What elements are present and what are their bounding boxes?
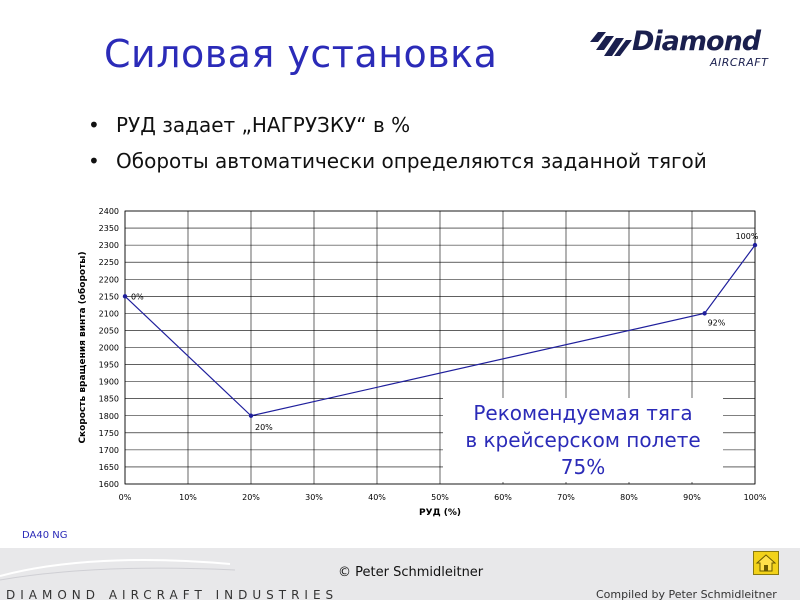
y-tick-label: 2400 — [99, 207, 119, 216]
bullet-list: • РУД задает „НАГРУЗКУ“ в % • Обороты ав… — [88, 112, 708, 184]
data-label: 100% — [736, 232, 759, 241]
bullet-text: РУД задает „НАГРУЗКУ“ в % — [116, 113, 411, 137]
y-axis-label: Скорость вращения винта (обороты) — [77, 251, 88, 443]
callout-line: 75% — [560, 455, 606, 479]
logo-wordmark: Diamond — [632, 26, 761, 57]
y-tick-label: 2150 — [99, 292, 119, 301]
copyright-text: © Peter Schmidleitner — [338, 565, 484, 580]
y-tick-label: 2300 — [99, 241, 119, 250]
y-tick-label: 2350 — [99, 224, 119, 233]
rpm-line-chart: 1600 1650 1700 1750 1800 1850 1900 1950 2000 2050… — [77, 207, 767, 518]
compiled-by-text: Compiled by Peter Schmidleitner — [596, 588, 777, 601]
bullet-item: • Обороты автоматически определяются зад… — [88, 148, 708, 174]
callout-line: в крейсерском полете — [465, 428, 701, 452]
y-tick-label: 1950 — [99, 361, 119, 370]
bullet-item: • РУД задает „НАГРУЗКУ“ в % — [88, 112, 708, 138]
home-button[interactable] — [753, 551, 779, 575]
x-tick-label: 90% — [683, 493, 701, 502]
y-tick-label: 2050 — [99, 326, 119, 335]
y-tick-label: 1600 — [99, 480, 119, 489]
x-tick-label: 80% — [620, 493, 638, 502]
y-tick-label: 1900 — [99, 378, 119, 387]
x-axis-label: РУД (%) — [419, 508, 461, 518]
y-tick-label: 1800 — [99, 412, 119, 421]
x-tick-label: 50% — [431, 493, 449, 502]
bullet-dot-icon: • — [88, 149, 100, 173]
aircraft-model-label: DA40 NG — [22, 530, 68, 541]
callout-line: Рекомендуемая тяга — [473, 401, 693, 425]
page-title: Силовая установка — [104, 32, 498, 76]
data-point — [702, 311, 707, 316]
x-tick-label: 70% — [557, 493, 575, 502]
x-tick-label: 40% — [368, 493, 386, 502]
y-tick-label: 2200 — [99, 275, 119, 284]
y-tick-label: 2250 — [99, 258, 119, 267]
home-icon — [755, 554, 777, 572]
logo-subtext: AIRCRAFT — [710, 56, 769, 69]
y-tick-label: 1650 — [99, 463, 119, 472]
y-tick-label: 1750 — [99, 429, 119, 438]
data-point — [248, 413, 254, 418]
footer-bar — [0, 548, 800, 600]
x-tick-label: 100% — [744, 493, 767, 502]
wing-logo-icon — [590, 32, 632, 56]
series-line — [124, 244, 756, 417]
data-label: 92% — [708, 318, 726, 327]
x-tick-label: 60% — [494, 493, 512, 502]
plot-frame — [124, 210, 756, 485]
x-tick-label: 20% — [242, 493, 260, 502]
data-point — [122, 294, 128, 299]
y-tick-label: 2100 — [99, 309, 119, 318]
bullet-dot-icon: • — [88, 113, 100, 137]
y-tick-label: 2000 — [99, 344, 119, 353]
cruise-thrust-callout: Рекомендуемая тяга в крейсерском полете … — [443, 398, 723, 482]
diamond-logo: Diamond AIRCRAFT — [588, 26, 778, 72]
brand-text: DIAMOND AIRCRAFT INDUSTRIES — [6, 588, 339, 602]
y-tick-label: 1700 — [99, 446, 119, 455]
swoosh-decoration — [0, 559, 236, 581]
data-label: 0% — [131, 292, 144, 301]
data-point — [752, 242, 758, 248]
x-tick-label: 10% — [179, 493, 197, 502]
bullet-text: Обороты автоматически определяются задан… — [116, 149, 707, 173]
x-tick-label: 30% — [305, 493, 323, 502]
data-label: 20% — [255, 423, 273, 432]
x-tick-label: 0% — [119, 493, 132, 502]
y-tick-label: 1850 — [99, 395, 119, 404]
